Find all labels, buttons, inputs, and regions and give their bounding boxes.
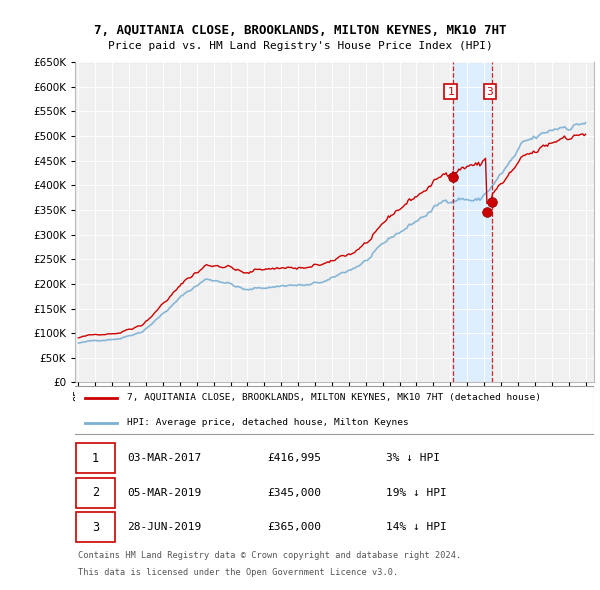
Text: 7, AQUITANIA CLOSE, BROOKLANDS, MILTON KEYNES, MK10 7HT (detached house): 7, AQUITANIA CLOSE, BROOKLANDS, MILTON K…	[127, 393, 541, 402]
FancyBboxPatch shape	[73, 386, 594, 434]
Text: 2: 2	[92, 486, 99, 499]
FancyBboxPatch shape	[76, 512, 115, 542]
Text: 28-JUN-2019: 28-JUN-2019	[127, 522, 201, 532]
Text: Contains HM Land Registry data © Crown copyright and database right 2024.: Contains HM Land Registry data © Crown c…	[77, 551, 461, 560]
Text: 3% ↓ HPI: 3% ↓ HPI	[386, 453, 440, 463]
Text: 1: 1	[92, 451, 99, 464]
Text: 3: 3	[487, 87, 493, 97]
Text: 19% ↓ HPI: 19% ↓ HPI	[386, 487, 447, 497]
Text: £365,000: £365,000	[267, 522, 321, 532]
Text: 14% ↓ HPI: 14% ↓ HPI	[386, 522, 447, 532]
Text: This data is licensed under the Open Government Licence v3.0.: This data is licensed under the Open Gov…	[77, 568, 398, 577]
Bar	[453, 62, 492, 382]
Text: 1: 1	[447, 87, 454, 97]
Text: 7, AQUITANIA CLOSE, BROOKLANDS, MILTON KEYNES, MK10 7HT: 7, AQUITANIA CLOSE, BROOKLANDS, MILTON K…	[94, 24, 506, 37]
FancyBboxPatch shape	[76, 477, 115, 508]
Text: £416,995: £416,995	[267, 453, 321, 463]
Text: 3: 3	[92, 521, 99, 534]
FancyBboxPatch shape	[76, 443, 115, 473]
Text: 03-MAR-2017: 03-MAR-2017	[127, 453, 201, 463]
Text: 05-MAR-2019: 05-MAR-2019	[127, 487, 201, 497]
Text: Price paid vs. HM Land Registry's House Price Index (HPI): Price paid vs. HM Land Registry's House …	[107, 41, 493, 51]
Text: HPI: Average price, detached house, Milton Keynes: HPI: Average price, detached house, Milt…	[127, 418, 409, 428]
Text: £345,000: £345,000	[267, 487, 321, 497]
